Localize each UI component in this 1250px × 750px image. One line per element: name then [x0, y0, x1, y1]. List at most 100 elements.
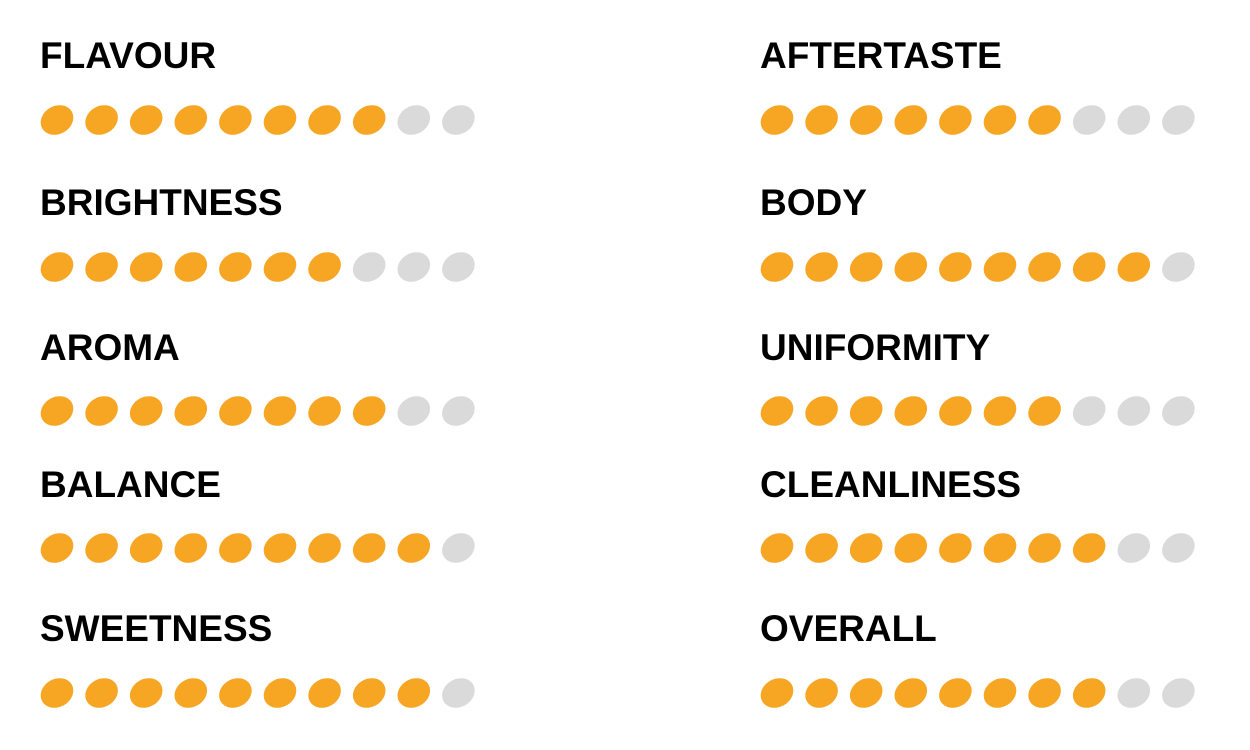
rating-dot	[219, 105, 252, 135]
rating-dot	[939, 396, 972, 426]
rating-dot	[442, 533, 475, 563]
rating-dot	[85, 533, 118, 563]
rating-label: BALANCE	[40, 464, 221, 505]
rating-dot	[760, 533, 794, 563]
rating-dot	[849, 678, 883, 708]
rating-dot	[40, 678, 74, 708]
rating-dot	[219, 533, 252, 563]
rating-dot	[849, 533, 883, 563]
rating-dot	[352, 396, 386, 426]
rating-dot	[219, 396, 252, 426]
rating-dot	[805, 533, 838, 563]
rating-dot	[939, 252, 972, 282]
rating-dot	[40, 396, 74, 426]
rating-dot	[263, 396, 297, 426]
rating-dot	[983, 678, 1017, 708]
rating-dot	[40, 252, 74, 282]
rating-dot	[352, 252, 386, 282]
rating-dot	[1028, 678, 1061, 708]
rating-dot	[1162, 533, 1195, 563]
rating-dot	[352, 533, 386, 563]
rating-dot	[1162, 678, 1195, 708]
rating-dot	[85, 396, 118, 426]
rating-dot	[1117, 396, 1151, 426]
rating-dot	[397, 252, 431, 282]
rating-dot	[1117, 252, 1151, 282]
rating-dot	[174, 533, 208, 563]
rating-dot	[1162, 252, 1195, 282]
rating-dot	[939, 533, 972, 563]
rating-dot	[849, 252, 883, 282]
rating-dot	[983, 533, 1017, 563]
rating-dot	[263, 533, 297, 563]
rating-dot	[805, 396, 838, 426]
rating-label: AROMA	[40, 327, 180, 368]
rating-dot	[174, 678, 208, 708]
rating-dot	[308, 678, 341, 708]
rating-dot	[1072, 105, 1106, 135]
rating-dot	[397, 533, 431, 563]
rating-label: BODY	[760, 182, 867, 223]
rating-dot	[263, 678, 297, 708]
rating-dot	[1117, 105, 1151, 135]
rating-dot	[939, 105, 972, 135]
rating-dot	[442, 105, 475, 135]
rating-label: AFTERTASTE	[760, 35, 1002, 76]
rating-dot	[1162, 396, 1195, 426]
rating-dot	[397, 396, 431, 426]
rating-dot	[849, 396, 883, 426]
rating-dot	[805, 678, 838, 708]
rating-dot	[40, 533, 74, 563]
rating-dot	[1117, 678, 1151, 708]
rating-dot	[442, 252, 475, 282]
rating-dot	[894, 533, 928, 563]
rating-dot	[40, 105, 74, 135]
rating-dot	[760, 396, 794, 426]
rating-dot	[1028, 105, 1061, 135]
rating-dot	[805, 252, 838, 282]
rating-label: SWEETNESS	[40, 608, 272, 649]
rating-dot	[894, 252, 928, 282]
rating-dot	[1117, 533, 1151, 563]
rating-dot	[1072, 252, 1106, 282]
rating-dot	[894, 105, 928, 135]
rating-dot	[442, 678, 475, 708]
rating-dot	[983, 105, 1017, 135]
rating-dot	[308, 252, 341, 282]
rating-dot	[85, 678, 118, 708]
rating-dot	[894, 678, 928, 708]
rating-dot	[263, 252, 297, 282]
rating-dot	[760, 105, 794, 135]
rating-dot	[129, 396, 163, 426]
rating-dot	[85, 252, 118, 282]
rating-dot	[174, 252, 208, 282]
rating-dot	[308, 533, 341, 563]
rating-dot	[219, 678, 252, 708]
rating-dot	[1072, 396, 1106, 426]
rating-dot	[1028, 252, 1061, 282]
rating-dot	[397, 105, 431, 135]
rating-dot	[174, 105, 208, 135]
rating-dot	[85, 105, 118, 135]
rating-dot	[174, 396, 208, 426]
rating-label: CLEANLINESS	[760, 464, 1021, 505]
rating-label: OVERALL	[760, 608, 937, 649]
rating-dot	[397, 678, 431, 708]
rating-label: UNIFORMITY	[760, 327, 991, 368]
rating-dot	[805, 105, 838, 135]
rating-dot	[760, 678, 794, 708]
rating-dot	[894, 396, 928, 426]
rating-label: BRIGHTNESS	[40, 182, 283, 223]
rating-dot	[352, 678, 386, 708]
rating-dot	[219, 252, 252, 282]
rating-dot	[983, 252, 1017, 282]
rating-dot	[849, 105, 883, 135]
rating-dot	[308, 105, 341, 135]
rating-dot	[308, 396, 341, 426]
rating-dot	[1072, 678, 1106, 708]
rating-dot	[263, 105, 297, 135]
rating-label: FLAVOUR	[40, 35, 216, 76]
rating-dot	[1072, 533, 1106, 563]
